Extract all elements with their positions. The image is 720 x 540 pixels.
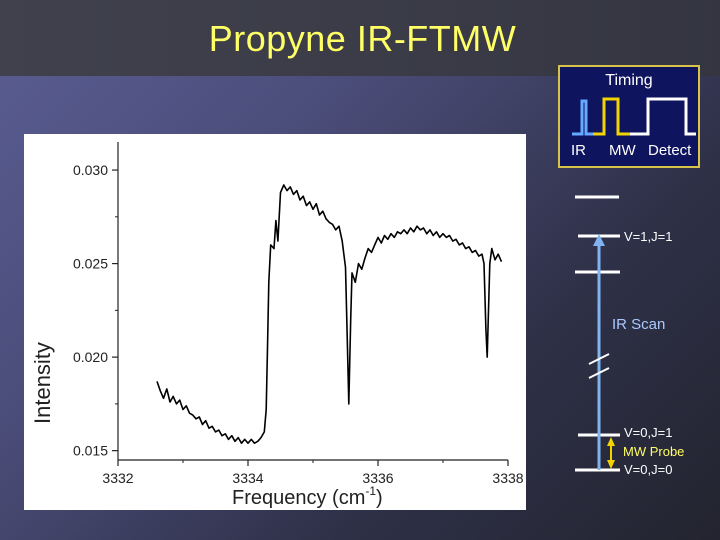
x-axis-label: Frequency (cm-1)	[232, 484, 383, 509]
ir-pulse	[572, 99, 595, 136]
timing-pulses	[572, 97, 696, 136]
y-tick-label: 0.025	[73, 256, 108, 272]
mw-arrow-head-down	[607, 460, 615, 469]
x-axis-label-sup: -1	[365, 484, 376, 498]
mw-arrow-head-up	[607, 437, 615, 446]
detect-pulse	[630, 97, 696, 136]
x-axis-label-close: )	[376, 487, 383, 509]
x-axis-label-main: Frequency (cm	[232, 487, 365, 509]
state-v1j1-label: V=1,J=1	[624, 229, 673, 244]
timing-detect-label: Detect	[648, 142, 692, 159]
mw-pulse	[593, 97, 632, 136]
mw-probe-label: MW Probe	[623, 444, 685, 459]
y-tick-label: 0.030	[73, 162, 108, 178]
timing-title: Timing	[605, 72, 653, 89]
timing-mw-label: MW	[609, 142, 636, 159]
y-tick-label: 0.020	[73, 349, 108, 365]
spectrum-chart: 0.015 0.020 0.025 0.030 3332 3334 3336 3338 Int…	[30, 142, 524, 509]
state-v0j0-label: V=0,J=0	[624, 462, 673, 477]
chart-axes: 0.015 0.020 0.025 0.030 3332 3334 3336 3338	[73, 142, 524, 486]
state-v0j1-label: V=0,J=1	[624, 425, 673, 440]
timing-panel: Timing IR MW Detect	[558, 65, 700, 168]
chart-panel: 0.015 0.020 0.025 0.030 3332 3334 3336 3338 Int…	[24, 134, 526, 510]
ir-arrow-head	[593, 234, 605, 246]
slide-title: Propyne IR-FTMW	[208, 18, 517, 59]
ir-scan-label: IR Scan	[612, 316, 666, 333]
axis-break-2	[588, 367, 610, 379]
spectrum-series-line	[156, 184, 503, 444]
y-axis-label: Intensity	[30, 342, 55, 424]
title-bar	[0, 0, 720, 76]
axis-break-1	[588, 353, 610, 365]
x-tick-label: 3332	[102, 470, 133, 486]
x-tick-label: 3338	[492, 470, 523, 486]
x-tick-label: 3336	[362, 470, 393, 486]
timing-ir-label: IR	[571, 142, 586, 159]
x-tick-label: 3334	[232, 470, 263, 486]
y-tick-label: 0.015	[73, 443, 108, 459]
